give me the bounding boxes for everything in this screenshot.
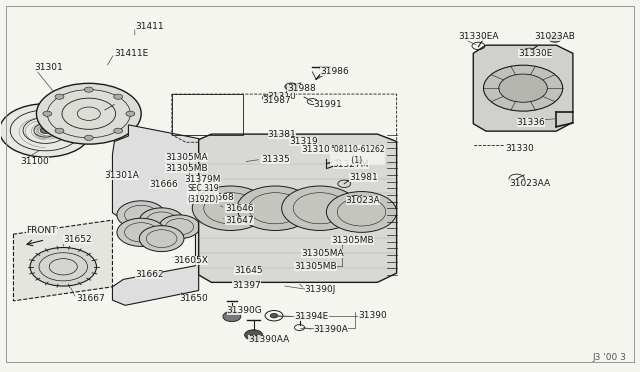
Text: 31023AA: 31023AA [509, 179, 550, 187]
Polygon shape [473, 45, 573, 131]
Text: 31023AB: 31023AB [534, 32, 575, 41]
Circle shape [140, 208, 184, 234]
Text: 31411E: 31411E [115, 49, 148, 58]
Text: 31650: 31650 [179, 294, 208, 303]
Circle shape [270, 314, 278, 318]
Text: 31390G: 31390G [227, 306, 262, 315]
Circle shape [326, 192, 397, 232]
Circle shape [55, 128, 64, 133]
Text: 31411: 31411 [135, 22, 163, 31]
Text: 31100: 31100 [20, 157, 49, 166]
Text: 31988: 31988 [287, 84, 316, 93]
Text: 31310: 31310 [268, 92, 296, 101]
Text: 31305MA: 31305MA [301, 249, 344, 258]
Text: 31662: 31662 [135, 270, 163, 279]
Text: 31330E: 31330E [518, 49, 552, 58]
Circle shape [285, 83, 298, 90]
Text: 31987: 31987 [262, 96, 291, 105]
Circle shape [117, 218, 166, 246]
Text: 31319: 31319 [289, 137, 318, 146]
Text: 31394E: 31394E [294, 312, 329, 321]
Text: 31305MB: 31305MB [166, 164, 208, 173]
Text: 31336: 31336 [516, 118, 545, 127]
Circle shape [192, 186, 269, 231]
Circle shape [244, 330, 262, 340]
Text: J3 '00 3: J3 '00 3 [593, 353, 627, 362]
Text: 31397: 31397 [232, 281, 260, 290]
Text: 31390AA: 31390AA [248, 335, 290, 344]
Circle shape [43, 111, 52, 116]
Text: 31301: 31301 [34, 63, 63, 72]
Circle shape [55, 94, 64, 99]
Circle shape [499, 74, 547, 102]
Text: 31646: 31646 [225, 204, 254, 213]
Polygon shape [198, 134, 397, 282]
Circle shape [140, 226, 184, 251]
Circle shape [84, 87, 93, 92]
Circle shape [114, 128, 123, 133]
Text: 31991: 31991 [314, 100, 342, 109]
Circle shape [483, 65, 563, 111]
Circle shape [282, 186, 358, 231]
Text: 31305MB: 31305MB [332, 236, 374, 246]
Text: 31023A: 31023A [346, 196, 380, 205]
Text: 31668: 31668 [205, 193, 234, 202]
Text: 31981: 31981 [349, 173, 378, 182]
Text: 31666: 31666 [150, 180, 179, 189]
Circle shape [84, 135, 93, 140]
Polygon shape [13, 220, 113, 301]
Text: 31605X: 31605X [173, 256, 208, 265]
Circle shape [30, 247, 97, 286]
Text: 31986: 31986 [320, 67, 349, 76]
Text: 31390A: 31390A [314, 325, 349, 334]
Text: 31335: 31335 [261, 155, 290, 164]
Text: 31390: 31390 [358, 311, 387, 320]
Text: 31667: 31667 [76, 294, 105, 303]
Text: 31305MB: 31305MB [294, 262, 337, 270]
Circle shape [223, 311, 241, 322]
Circle shape [159, 215, 200, 238]
Text: 31305MA: 31305MA [166, 153, 208, 161]
Circle shape [40, 128, 51, 134]
Circle shape [36, 83, 141, 144]
Circle shape [0, 104, 92, 157]
Text: 31647: 31647 [225, 216, 254, 225]
Circle shape [126, 111, 135, 116]
Text: 31330EA: 31330EA [458, 32, 499, 41]
Text: 31645: 31645 [234, 266, 262, 275]
Text: 31310C: 31310C [301, 145, 336, 154]
Circle shape [237, 186, 314, 231]
Text: 31381: 31381 [268, 129, 296, 139]
Text: 31379M: 31379M [184, 175, 221, 184]
Circle shape [548, 35, 561, 42]
Circle shape [117, 201, 166, 229]
Text: FRONT: FRONT [26, 226, 57, 235]
Text: SEC.319
(3192D): SEC.319 (3192D) [187, 184, 219, 204]
Text: 31327M: 31327M [333, 160, 369, 169]
Text: 31652: 31652 [63, 235, 92, 244]
Text: 31330: 31330 [505, 144, 534, 153]
Text: 31390J: 31390J [305, 285, 336, 294]
Text: °08110-61262
         (1): °08110-61262 (1) [330, 145, 385, 165]
Circle shape [114, 94, 123, 99]
Polygon shape [113, 125, 205, 305]
Text: 31301A: 31301A [104, 171, 139, 180]
